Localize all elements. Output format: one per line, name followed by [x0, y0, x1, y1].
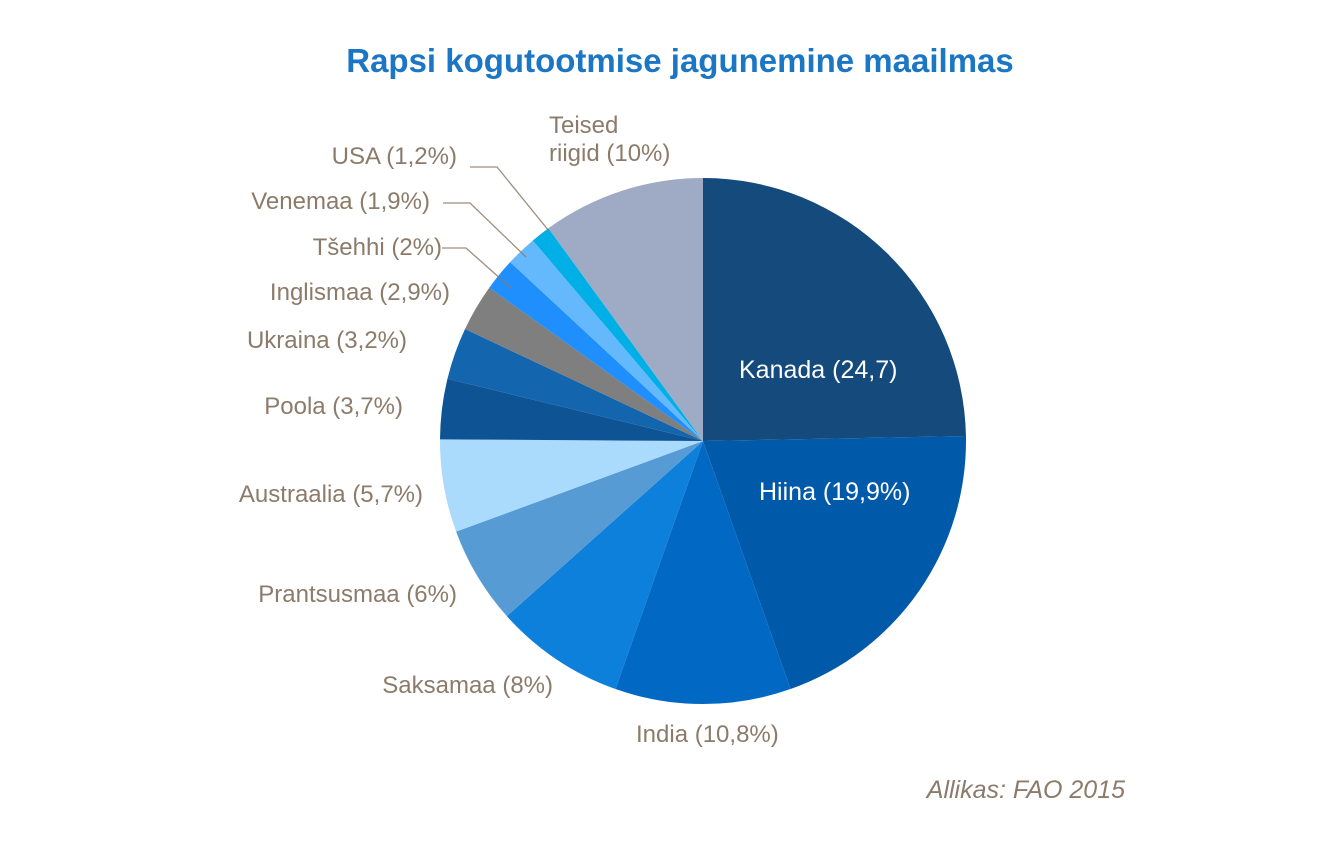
pie-slice-kanada — [703, 178, 966, 441]
slice-label-hiina: Hiina (19,9%) — [759, 478, 911, 506]
slice-label-austraalia: Austraalia (5,7%) — [238, 481, 423, 508]
slice-label-teised-riigid-line2: riigid (10%) — [549, 140, 671, 167]
slice-label-usa: USA (1,2%) — [331, 143, 457, 170]
pie-slice-poola — [440, 378, 703, 441]
leader-lines — [442, 166, 550, 289]
slice-label-teised-riigid-line1: Teised — [549, 112, 619, 139]
source-note: Allikas: FAO 2015 — [926, 776, 1125, 804]
pie-slice-hiina — [703, 436, 966, 690]
pie-slice-teised-riigid — [548, 178, 703, 441]
pie-slice-venemaa — [510, 240, 703, 441]
leader-line-usa — [470, 166, 550, 232]
pie-slice-ukraina — [447, 329, 703, 441]
leader-line-venemaa — [443, 202, 527, 258]
pie-slice-austraalia — [440, 439, 703, 532]
pie-slice-usa — [532, 228, 703, 441]
slice-label-venemaa: Venemaa (1,9%) — [251, 188, 430, 215]
pie-slice-prantsusmaa — [456, 441, 703, 617]
slice-label-teised-riigid: Teised riigid (10%) — [549, 112, 670, 168]
pie-slice-saksamaa — [506, 441, 703, 690]
slice-label-kanada: Kanada (24,7) — [739, 356, 898, 384]
chart-title: Rapsi kogutootmise jagunemine maailmas — [346, 42, 1014, 79]
pie-slice-t-ehhi — [489, 262, 703, 441]
pie-slice-inglismaa — [465, 287, 703, 441]
pie-slice-india — [615, 441, 791, 705]
leader-line-tsehhi — [442, 247, 512, 289]
slice-label-saksamaa: Saksamaa (8%) — [382, 672, 553, 699]
pie-slices — [440, 178, 966, 705]
slice-label-poola: Poola (3,7%) — [264, 393, 403, 420]
slice-label-ukraina: Ukraina (3,2%) — [246, 327, 407, 354]
slice-label-inglismaa: Inglismaa (2,9%) — [269, 279, 450, 306]
slice-label-india: India (10,8%) — [636, 721, 779, 748]
slice-label-prantsusmaa: Prantsusmaa (6%) — [258, 581, 457, 608]
slice-label-tsehhi: Tšehhi (2%) — [312, 234, 442, 261]
